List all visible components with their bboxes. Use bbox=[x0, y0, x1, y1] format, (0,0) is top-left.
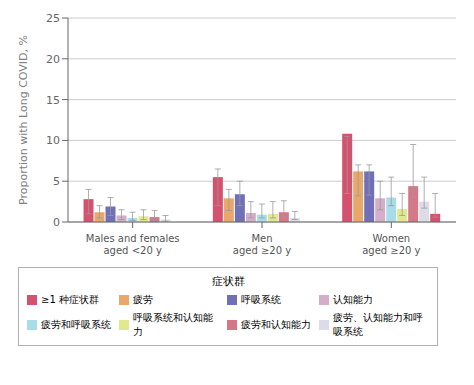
svg-text:0: 0 bbox=[53, 216, 60, 229]
svg-text:Menaged ≥20 y: Menaged ≥20 y bbox=[233, 233, 291, 256]
html-text:症状群: 症状群 bbox=[211, 275, 245, 288]
html-text:呼吸系统: 呼吸系统 bbox=[241, 294, 281, 305]
svg-text:Proportion with Long COVID, %: Proportion with Long COVID, % bbox=[17, 35, 30, 205]
html-text:≥1 种症状群: ≥1 种症状群 bbox=[41, 294, 99, 305]
svg-text:Males and femalesaged <20 y: Males and femalesaged <20 y bbox=[86, 233, 180, 256]
html-text:呼吸系统和认知能力: 呼吸系统和认知能力 bbox=[133, 312, 213, 337]
svg-text:25: 25 bbox=[46, 12, 60, 25]
html-text:认知能力: 认知能力 bbox=[333, 294, 373, 305]
svg-text:5: 5 bbox=[53, 175, 60, 188]
svg-text:15: 15 bbox=[46, 94, 60, 107]
html-text:疲劳和呼吸系统: 疲劳和呼吸系统 bbox=[41, 319, 111, 330]
svg-text:Womenaged ≥20 y: Womenaged ≥20 y bbox=[362, 233, 420, 256]
html-text:疲劳、认知能力和呼吸系统: 疲劳、认知能力和呼吸系统 bbox=[333, 312, 423, 337]
svg-text:10: 10 bbox=[46, 134, 60, 147]
html-text:疲劳: 疲劳 bbox=[133, 294, 153, 305]
html-text:疲劳和认知能力: 疲劳和认知能力 bbox=[241, 319, 311, 330]
svg-text:20: 20 bbox=[46, 53, 60, 66]
